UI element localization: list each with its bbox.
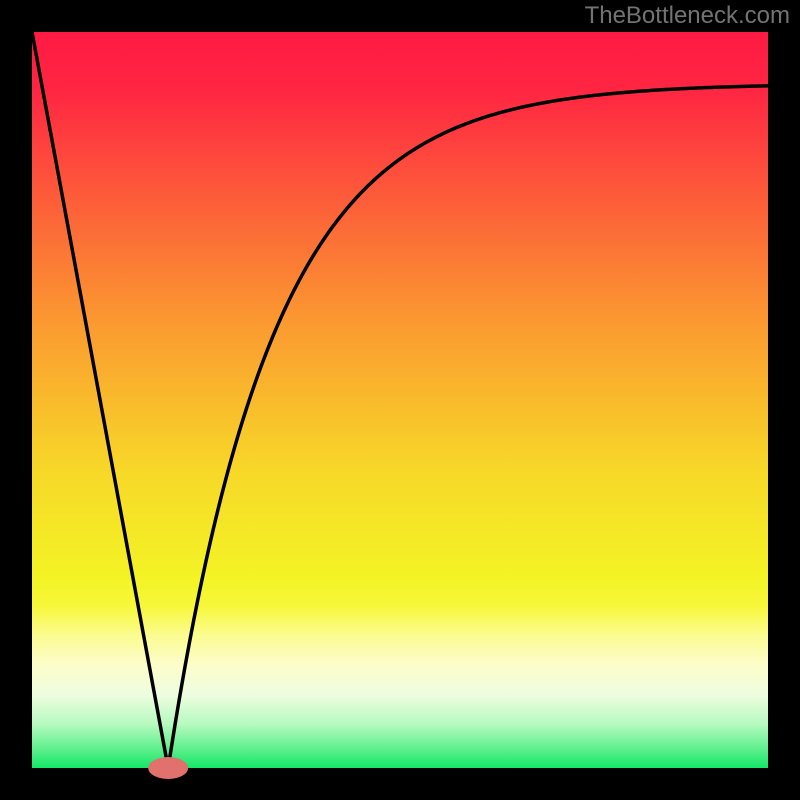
watermark-text: TheBottleneck.com	[585, 2, 790, 30]
minimum-marker	[148, 757, 188, 779]
plot-gradient-background	[32, 32, 768, 768]
